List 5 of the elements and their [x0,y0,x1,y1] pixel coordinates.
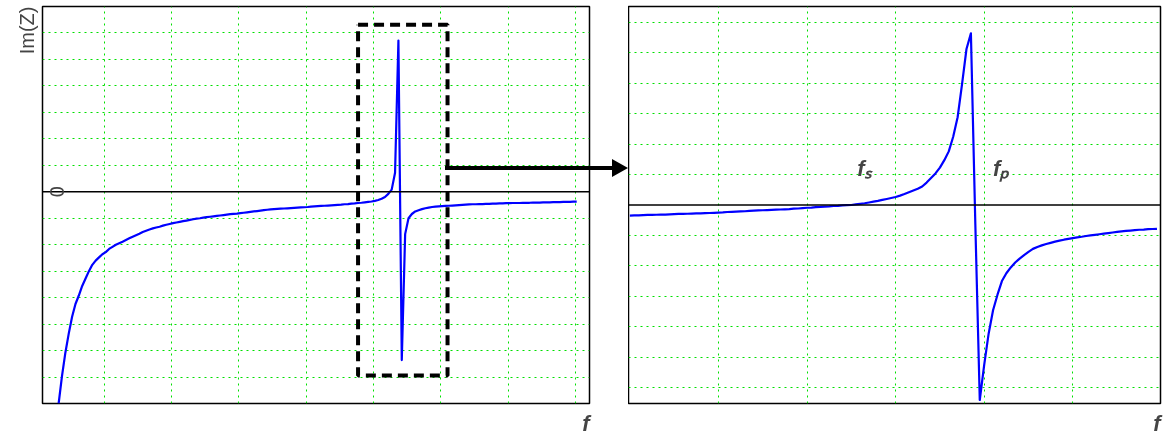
y-axis-title: Im(Z) [15,6,38,55]
annotation: 0 [45,186,68,198]
x-axis-title: f [582,410,593,436]
annotation: fₛ [857,156,873,182]
x-axis-title: f [1153,410,1164,436]
